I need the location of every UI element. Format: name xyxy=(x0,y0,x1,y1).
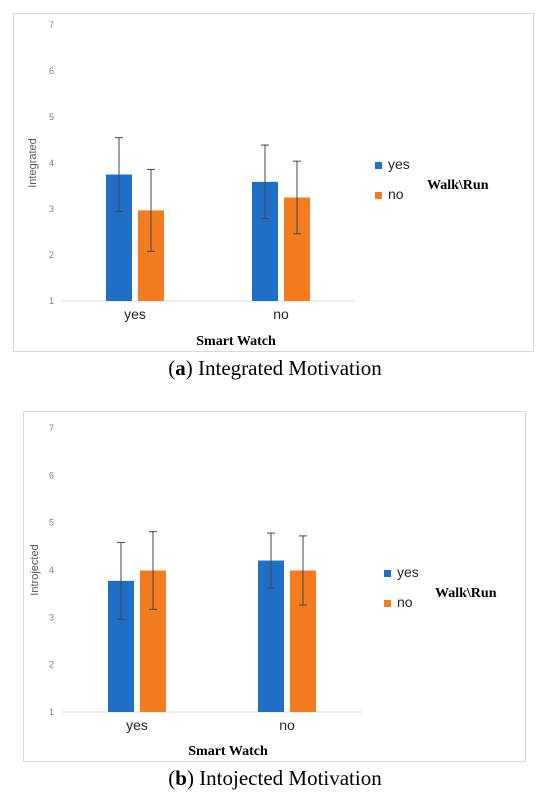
y-tick-label: 3 xyxy=(49,612,54,622)
y-tick-label: 3 xyxy=(49,204,54,214)
caption-introjected: (b) Intojected Motivation xyxy=(168,766,382,790)
legend-label-yes: yes xyxy=(397,564,419,580)
caption-integrated: (a) Integrated Motivation xyxy=(168,356,382,380)
y-tick-label: 4 xyxy=(49,158,54,168)
introjected-chart: 1 2 3 4 5 6 7 Introjected yes no Smart Watch yes no W… xyxy=(29,423,497,759)
legend-label-no: no xyxy=(397,594,413,610)
y-tick-label: 7 xyxy=(49,423,54,433)
y-axis-label: Integrated xyxy=(27,138,39,188)
x-tick-label: no xyxy=(279,717,295,733)
y-tick-label: 6 xyxy=(49,66,54,76)
y-tick-label: 5 xyxy=(49,518,54,528)
legend-title: Walk\Run xyxy=(435,586,497,601)
legend-swatch-yes xyxy=(375,162,382,169)
x-tick-label: yes xyxy=(124,306,146,322)
x-axis-label: Smart Watch xyxy=(196,334,276,349)
legend-title: Walk\Run xyxy=(427,178,489,193)
x-tick-label: no xyxy=(273,306,289,322)
legend-swatch-no xyxy=(384,600,391,607)
y-tick-label: 4 xyxy=(49,565,54,575)
x-tick-label: yes xyxy=(126,717,148,733)
caption-text: Intojected Motivation xyxy=(199,766,382,790)
chart-panel-introjected: 1 2 3 4 5 6 7 Introjected yes no Smart Watch yes no W… xyxy=(23,411,526,762)
caption-text: Integrated Motivation xyxy=(198,356,382,380)
y-tick-label: 6 xyxy=(49,470,54,480)
legend-label-no: no xyxy=(388,186,404,202)
integrated-chart: 1 2 3 4 5 6 7 Integrated yes no Smart Watch yes no Wa… xyxy=(27,20,489,349)
y-axis-label: Introjected xyxy=(29,544,41,595)
y-tick-label: 5 xyxy=(49,112,54,122)
legend-label-yes: yes xyxy=(388,156,410,172)
legend-swatch-no xyxy=(375,192,382,199)
legend-swatch-yes xyxy=(384,570,391,577)
x-axis-label: Smart Watch xyxy=(188,744,268,759)
caption-letter: b xyxy=(175,766,187,790)
caption-letter: a xyxy=(175,356,186,380)
y-tick-label: 1 xyxy=(49,296,54,306)
y-tick-label: 2 xyxy=(49,660,54,670)
y-tick-label: 1 xyxy=(49,707,54,717)
y-tick-label: 7 xyxy=(49,20,54,30)
chart-panel-integrated: 1 2 3 4 5 6 7 Integrated yes no Smart Watch yes no Wa… xyxy=(13,13,534,352)
y-tick-label: 2 xyxy=(49,250,54,260)
